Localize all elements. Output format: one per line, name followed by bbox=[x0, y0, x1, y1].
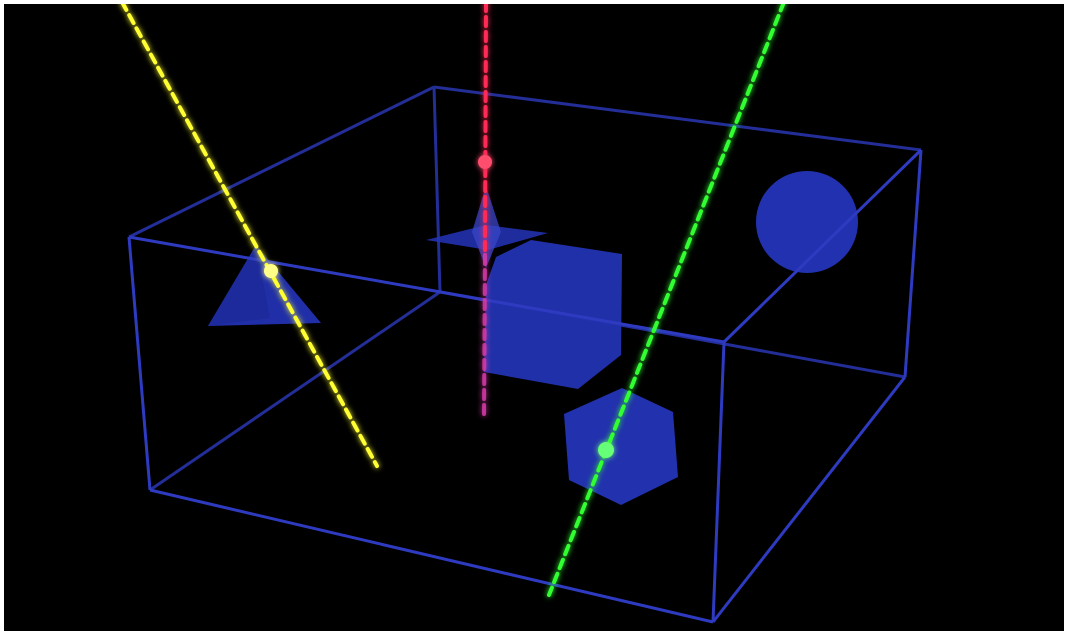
triangle-shade bbox=[208, 245, 270, 326]
scene-objects bbox=[208, 171, 858, 505]
yellow-hit-dot[interactable] bbox=[264, 264, 278, 278]
wireframe-box-back bbox=[128, 85, 922, 492]
3d-viewport[interactable] bbox=[4, 4, 1064, 631]
red-hit-dot[interactable] bbox=[478, 155, 492, 169]
green-ray bbox=[547, 4, 786, 597]
green-hit-dot[interactable] bbox=[598, 442, 614, 458]
cube-shape[interactable] bbox=[484, 240, 622, 389]
wireframe-box-front bbox=[127, 148, 923, 624]
red-ray bbox=[478, 4, 492, 417]
yellow-ray bbox=[120, 4, 379, 468]
hexagon-shape[interactable] bbox=[564, 388, 678, 505]
sphere-shape[interactable] bbox=[756, 171, 858, 273]
